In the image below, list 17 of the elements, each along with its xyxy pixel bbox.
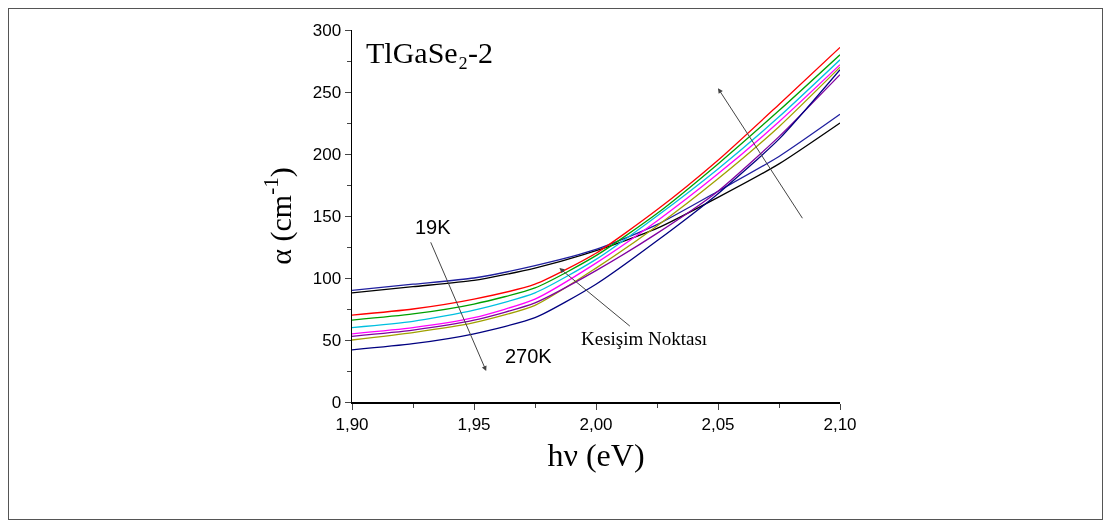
annotation: Kesişim Noktası — [581, 328, 708, 349]
x-tick-label: 1,90 — [335, 414, 369, 434]
y-tick-label: 50 — [322, 330, 342, 350]
y-tick-label: 150 — [312, 206, 342, 226]
x-tick-label: 2,10 — [823, 414, 857, 434]
y-tick-label: 250 — [312, 82, 342, 102]
y-tick-label: 200 — [312, 144, 342, 164]
annotation: 19K — [415, 216, 452, 238]
y-tick-label: 300 — [312, 20, 342, 40]
x-tick-label: 2,05 — [701, 414, 735, 434]
x-axis-title: hν (eV) — [547, 436, 645, 473]
x-tick-label: 1,95 — [457, 414, 491, 434]
chart-title: TlGaSe₂-2 — [366, 36, 494, 69]
y-tick-label: 0 — [331, 392, 342, 412]
annotation: 270K — [505, 345, 553, 367]
x-tick-label: 2,00 — [579, 414, 613, 434]
y-tick-label: 100 — [312, 268, 342, 288]
